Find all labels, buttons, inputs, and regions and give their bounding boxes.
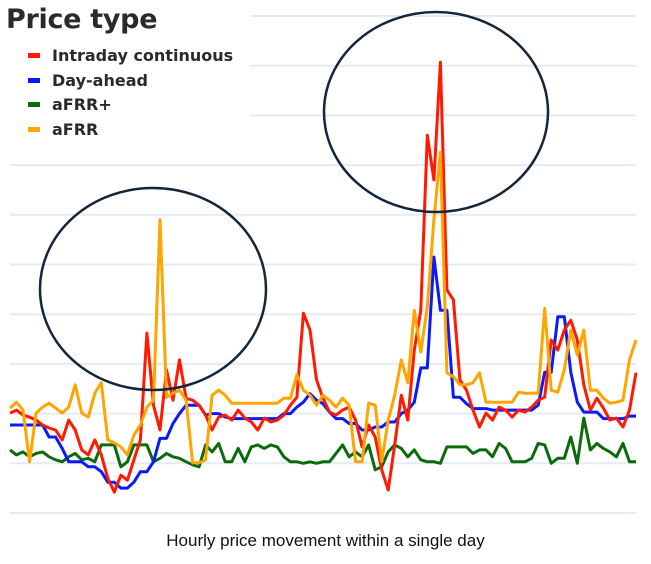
legend-label: Day-ahead xyxy=(52,70,148,90)
legend-swatch xyxy=(28,126,40,132)
legend-swatch xyxy=(28,101,40,107)
highlight-ellipse xyxy=(38,186,268,392)
legend-item-intraday[interactable]: Intraday continuous xyxy=(28,44,233,66)
legend-swatch xyxy=(28,77,40,83)
legend-item-afrr-plus[interactable]: aFRR+ xyxy=(28,93,112,115)
series-line-afrr xyxy=(8,150,638,465)
series-lines xyxy=(8,60,638,494)
legend-item-day-ahead[interactable]: Day-ahead xyxy=(28,69,148,91)
legend-label: aFRR+ xyxy=(52,94,112,114)
chart-caption: Hourly price movement within a single da… xyxy=(166,531,485,550)
legend-label: aFRR xyxy=(52,119,99,139)
series-line-intraday-continuous xyxy=(9,60,638,494)
legend: Price type Intraday continuous Day-ahead… xyxy=(0,0,250,145)
annotations xyxy=(38,10,550,392)
legend-label: Intraday continuous xyxy=(52,45,234,65)
series-line-day-ahead xyxy=(10,255,636,490)
legend-swatch xyxy=(28,52,40,58)
legend-title: Price type xyxy=(6,4,158,35)
series-line-afrr- xyxy=(9,416,636,472)
highlight-ellipse xyxy=(322,10,550,214)
legend-item-afrr[interactable]: aFRR xyxy=(28,118,98,140)
